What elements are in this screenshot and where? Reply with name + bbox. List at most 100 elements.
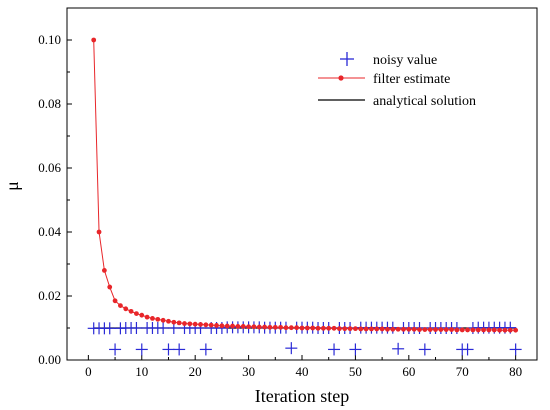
filter-estimate-point xyxy=(449,327,454,332)
filter-estimate-point xyxy=(283,325,289,331)
filter-estimate-point xyxy=(203,322,209,328)
filter-estimate-point xyxy=(272,324,278,330)
plot-frame xyxy=(66,7,538,361)
filter-estimate-point xyxy=(507,327,513,333)
filter-estimate-point xyxy=(251,324,257,330)
filter-estimate-point xyxy=(342,326,348,332)
noisy-value-point xyxy=(418,343,431,356)
filter-estimate-point xyxy=(267,324,273,330)
filter-estimate-point xyxy=(262,324,268,330)
noisy-value-point xyxy=(461,343,474,356)
x-tick-label: 40 xyxy=(296,364,309,379)
y-tick-label: 0.06 xyxy=(38,160,61,175)
filter-estimate-point xyxy=(374,326,380,332)
filter-estimate-point xyxy=(347,326,353,332)
noisy-value-point xyxy=(392,342,405,355)
filter-estimate-point xyxy=(390,326,396,332)
filter-estimate-point xyxy=(481,327,486,333)
x-axis: 0 10 20 30 40 50 60 70 80 xyxy=(85,355,522,379)
y-tick-label: 0.00 xyxy=(38,352,61,367)
legend-item-filter-estimate: filter estimate xyxy=(318,72,450,87)
legend-item-analytical-solution: analytical solution xyxy=(318,94,476,109)
filter-estimate-point xyxy=(240,324,246,329)
filter-estimate-point xyxy=(134,311,139,316)
y-tick-label: 0.08 xyxy=(38,96,61,111)
filter-estimate-point xyxy=(246,324,251,330)
filter-estimate-point xyxy=(417,327,422,332)
filter-estimate-point xyxy=(176,320,182,326)
filter-estimate-point xyxy=(278,324,284,330)
noisy-value-point xyxy=(109,343,122,356)
filter-estimate-point xyxy=(96,229,102,235)
filter-estimate-point xyxy=(166,318,171,324)
filter-estimate-point xyxy=(315,325,321,331)
x-tick-label: 60 xyxy=(402,364,415,379)
noisy-value-point xyxy=(509,343,522,356)
filter-estimate-point xyxy=(118,303,123,308)
filter-estimate-point xyxy=(422,327,428,332)
filter-estimate-point xyxy=(336,326,342,332)
y-tick-label: 0.02 xyxy=(38,288,61,303)
y-tick-label: 0.10 xyxy=(38,32,61,47)
filter-estimate-point xyxy=(385,326,390,332)
filter-estimate-point xyxy=(363,326,369,332)
noisy-value-point xyxy=(328,343,341,356)
filter-estimate-point xyxy=(486,327,492,333)
filter-estimate-point xyxy=(465,327,470,333)
filter-estimate-point xyxy=(91,37,97,43)
noisy-value-point xyxy=(103,322,116,335)
filter-estimate-point xyxy=(358,326,364,332)
filter-estimate-point xyxy=(443,327,449,332)
filter-estimate-point xyxy=(160,317,166,323)
filter-estimate-point xyxy=(112,298,118,304)
filter-estimate-point xyxy=(187,321,193,327)
filter-estimate-point xyxy=(214,323,219,328)
x-tick-label: 50 xyxy=(349,364,362,379)
x-tick-label: 20 xyxy=(189,364,202,379)
filter-estimate-point xyxy=(395,326,401,332)
filter-estimate-point xyxy=(433,327,438,332)
filter-estimate-point xyxy=(150,316,155,321)
noisy-value-point xyxy=(199,343,212,356)
filter-estimate-point xyxy=(310,325,316,331)
filter-estimate-point xyxy=(256,324,262,330)
filter-estimate-point xyxy=(411,326,417,332)
y-axis-title: μ xyxy=(2,181,22,191)
x-tick-label: 10 xyxy=(135,364,148,379)
legend-label-analytical-solution: analytical solution xyxy=(373,94,476,109)
filter-estimate-point xyxy=(369,326,374,332)
series-layer xyxy=(87,37,522,356)
filter-estimate-point xyxy=(299,325,305,331)
noisy-value-point xyxy=(349,343,362,356)
filter-estimate-point xyxy=(144,314,150,320)
filter-estimate-point xyxy=(294,325,300,331)
filter-estimate-point xyxy=(123,306,129,312)
filter-estimate-point xyxy=(219,323,225,329)
filter-estimate-point xyxy=(353,326,358,332)
noisy-value-point xyxy=(130,322,143,334)
filter-estimate-point xyxy=(288,325,294,331)
filter-estimate-point xyxy=(107,284,113,290)
filter-estimate-point xyxy=(224,323,230,329)
x-tick-label: 80 xyxy=(509,364,522,379)
filter-estimate-point xyxy=(497,327,503,333)
filter-estimate-point xyxy=(198,322,203,327)
filter-estimate-point xyxy=(406,326,412,332)
filter-estimate-point xyxy=(192,321,198,327)
x-tick-label: 30 xyxy=(242,364,255,379)
x-axis-title: Iteration step xyxy=(255,386,349,406)
filter-estimate-point xyxy=(502,327,508,333)
filter-estimate-point xyxy=(401,326,406,332)
filter-estimate-point xyxy=(326,325,332,331)
x-tick-label: 0 xyxy=(85,364,92,379)
filter-estimate-point xyxy=(101,268,107,273)
filter-estimate-point xyxy=(155,316,161,322)
noisy-value-point xyxy=(285,342,298,355)
filter-estimate-point xyxy=(304,325,310,331)
filter-estimate-point xyxy=(427,327,433,332)
noisy-value-point xyxy=(157,322,170,334)
series-filter-estimate-line xyxy=(93,39,516,331)
filter-estimate-point xyxy=(454,327,460,333)
filter-estimate-point xyxy=(513,327,519,333)
